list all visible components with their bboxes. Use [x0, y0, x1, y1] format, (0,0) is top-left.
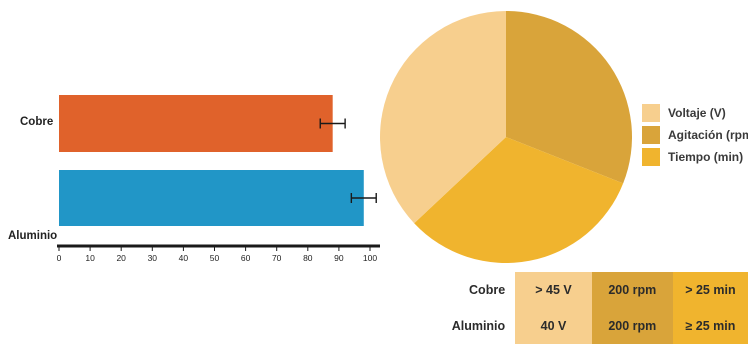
- table-cell: 200 rpm: [591, 272, 673, 308]
- x-tick-label: 40: [179, 253, 189, 263]
- error-bar-cobre: [319, 118, 346, 129]
- table-cell: 200 rpm: [591, 308, 673, 344]
- pie-slice-voltaje: [380, 11, 506, 224]
- pie-slice-tiempo: [414, 137, 624, 264]
- table-cell: > 25 min: [672, 272, 748, 308]
- x-tick-label: 100: [363, 253, 377, 263]
- legend-item-voltaje: Voltaje (V): [642, 102, 748, 124]
- x-tick-label: 20: [116, 253, 126, 263]
- category-label-cobre: Cobre: [20, 116, 53, 128]
- x-tick-label: 0: [57, 253, 62, 263]
- x-tick-label: 70: [272, 253, 282, 263]
- table-cell: ≥ 25 min: [672, 308, 748, 344]
- legend-label-voltaje: Voltaje (V): [668, 106, 726, 120]
- legend-swatch-agitacion: [642, 126, 660, 144]
- category-label-aluminio: Aluminio: [8, 230, 57, 242]
- table-row-cobre: Cobre > 45 V 200 rpm > 25 min: [436, 272, 748, 308]
- legend-item-agitacion: Agitación (rpm: [642, 124, 748, 146]
- x-tick-label: 60: [241, 253, 251, 263]
- table-cell: > 45 V: [515, 272, 592, 308]
- bar-cobre: [59, 95, 333, 152]
- table-cell: 40 V: [515, 308, 592, 344]
- legend-item-tiempo: Tiempo (min): [642, 146, 748, 168]
- x-tick-label: 80: [303, 253, 313, 263]
- x-tick-label: 10: [85, 253, 95, 263]
- error-bar-aluminio: [350, 193, 377, 203]
- bar-aluminio: [59, 170, 364, 226]
- pie-legend: Voltaje (V) Agitación (rpm Tiempo (min): [642, 102, 748, 168]
- legend-swatch-tiempo: [642, 148, 660, 166]
- table-row-label: Aluminio: [436, 308, 516, 344]
- x-tick-label: 50: [210, 253, 220, 263]
- pie-slice-agitacion: [506, 11, 633, 184]
- x-tick-label: 30: [148, 253, 158, 263]
- legend-label-tiempo: Tiempo (min): [668, 150, 744, 164]
- table-row-label: Cobre: [436, 272, 516, 308]
- legend-label-agitacion: Agitación (rpm: [668, 128, 748, 142]
- legend-swatch-voltaje: [642, 104, 660, 122]
- conditions-table: Cobre > 45 V 200 rpm > 25 min Aluminio 4…: [436, 272, 748, 344]
- table-row-aluminio: Aluminio 40 V 200 rpm ≥ 25 min: [436, 308, 748, 344]
- x-tick-label: 90: [334, 253, 344, 263]
